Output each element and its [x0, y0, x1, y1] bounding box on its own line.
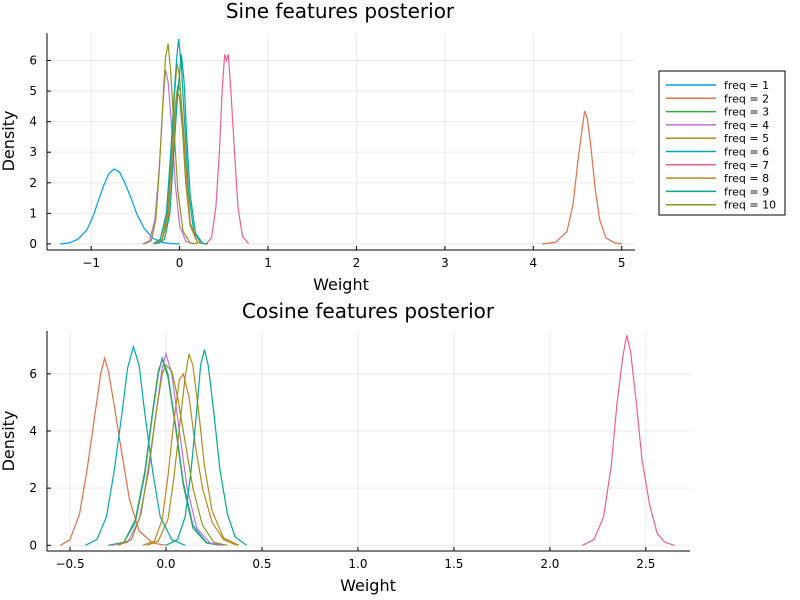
cosine-series-freq-2 [60, 355, 167, 546]
cosine-x-tick-label: 1.0 [348, 557, 367, 571]
cosine-panel: Cosine features posterior −0.5 0.0 0.5 1.0 1… [0, 299, 690, 595]
legend-label: freq = 4 [724, 119, 769, 132]
sine-y-tick-label: 5 [29, 84, 37, 98]
cosine-series-freq-9 [165, 349, 247, 546]
sine-grid-x [90, 33, 623, 250]
sine-series-freq-1 [60, 168, 180, 245]
cosine-x-ticks: −0.5 0.0 0.5 1.0 1.5 2.0 2.5 [55, 547, 655, 571]
cosine-y-tick-label: 6 [29, 367, 37, 381]
sine-y-axis-label: Density [0, 111, 18, 172]
legend-label: freq = 9 [724, 185, 769, 198]
cosine-x-axis-label: Weight [340, 576, 396, 595]
cosine-series-freq-8 [142, 372, 238, 546]
legend-label: freq = 2 [724, 92, 769, 105]
sine-x-tick-label: 5 [618, 256, 626, 270]
cosine-series-freq-5 [146, 353, 240, 546]
cosine-x-tick-label: 0.5 [252, 557, 271, 571]
legend-label: freq = 3 [724, 106, 769, 119]
cosine-x-tick-label: −0.5 [55, 557, 84, 571]
sine-series-freq-4 [142, 69, 194, 245]
cosine-y-tick-label: 2 [29, 481, 37, 495]
cosine-curves [60, 335, 675, 546]
sine-y-tick-label: 6 [29, 54, 37, 68]
cosine-grid-x [69, 331, 647, 551]
cosine-series-freq-7 [582, 335, 675, 546]
sine-x-tick-label: 2 [353, 256, 361, 270]
sine-series-freq-5 [154, 63, 205, 245]
sine-y-tick-label: 1 [29, 206, 37, 220]
legend-label: freq = 7 [724, 159, 769, 172]
sine-y-tick-label: 4 [29, 115, 37, 129]
sine-x-tick-label: 0 [176, 256, 184, 270]
cosine-title: Cosine features posterior [242, 299, 495, 323]
legend-label: freq = 10 [724, 199, 776, 212]
sine-y-tick-label: 2 [29, 176, 37, 190]
sine-x-axis-label: Weight [313, 275, 369, 294]
sine-grid-y [47, 60, 635, 245]
cosine-y-axis-label: Density [0, 411, 18, 472]
legend-label: freq = 5 [724, 132, 769, 145]
sine-y-tick-label: 0 [29, 237, 37, 251]
cosine-series-freq-6 [85, 344, 186, 546]
sine-series-freq-10 [144, 43, 198, 245]
cosine-x-tick-label: 0.0 [156, 557, 175, 571]
legend-label: freq = 6 [724, 146, 769, 159]
sine-panel: Sine features posterior −1 0 1 2 3 4 5 0 1 2 3 4 5 6… [0, 0, 635, 294]
legend-label: freq = 1 [724, 79, 769, 92]
sine-title: Sine features posterior [226, 0, 455, 23]
cosine-y-tick-label: 0 [29, 538, 37, 552]
sine-series-freq-9 [157, 54, 208, 245]
sine-x-tick-label: −1 [82, 256, 100, 270]
sine-series-freq-7 [205, 54, 250, 245]
cosine-y-tick-label: 4 [29, 424, 37, 438]
cosine-x-tick-label: 1.5 [444, 557, 463, 571]
sine-x-ticks: −1 0 1 2 3 4 5 [82, 246, 626, 270]
sine-y-tick-label: 3 [29, 145, 37, 159]
cosine-series-freq-3 [108, 357, 220, 546]
sine-x-tick-label: 3 [441, 256, 449, 270]
cosine-series-freq-10 [117, 364, 228, 546]
cosine-x-tick-label: 2.5 [636, 557, 655, 571]
sine-series-freq-8 [154, 84, 205, 245]
cosine-y-ticks: 0 2 4 6 [29, 367, 51, 552]
cosine-x-tick-label: 2.0 [540, 557, 559, 571]
sine-y-ticks: 0 1 2 3 4 5 6 [29, 54, 51, 251]
sine-series-freq-2 [542, 110, 622, 245]
sine-curves [60, 39, 622, 245]
sine-x-tick-label: 1 [264, 256, 272, 270]
sine-x-tick-label: 4 [529, 256, 537, 270]
legend-label: freq = 8 [724, 172, 769, 185]
